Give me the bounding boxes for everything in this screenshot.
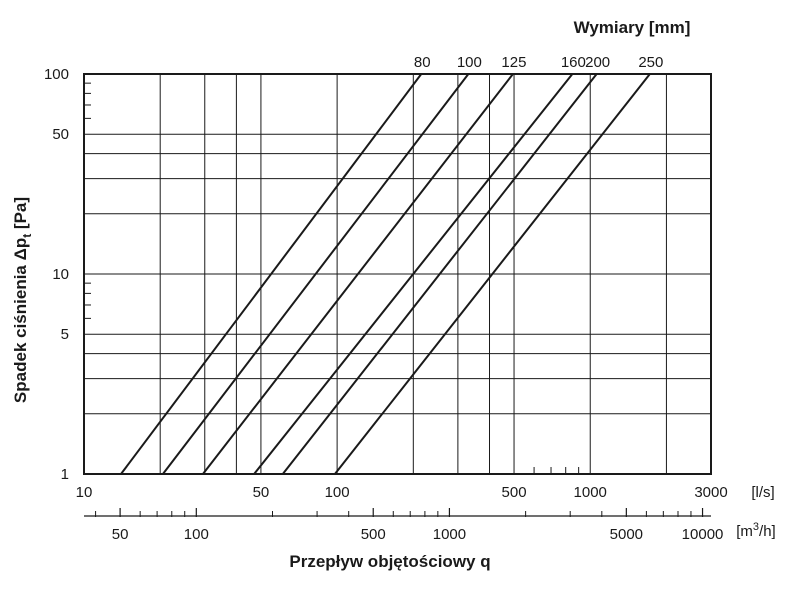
y-axis-title-unit: [Pa] — [11, 197, 30, 229]
series-label-125: 125 — [501, 54, 526, 71]
y-tick-label: 50 — [52, 126, 69, 143]
x-tick-label: 10 — [76, 484, 93, 501]
x-axis-unit: [l/s] — [751, 484, 774, 501]
x2-tick-label: 5000 — [610, 526, 643, 543]
x2-tick-label: 500 — [361, 526, 386, 543]
series-label-80: 80 — [414, 54, 431, 71]
y-axis-title-sub: t — [20, 234, 34, 238]
x2-tick-label: 50 — [112, 526, 129, 543]
series-line-100 — [162, 73, 470, 475]
x-axis-title: Przepływ objętościowy q — [289, 552, 490, 571]
series-line-80 — [120, 73, 423, 475]
y-tick-label: 1 — [61, 466, 69, 483]
y-axis-title-group: Spadek ciśnienia Δpt [Pa] — [11, 197, 34, 403]
axes — [84, 82, 711, 517]
x-tick-label: 3000 — [694, 484, 727, 501]
x-tick-label: 1000 — [574, 484, 607, 501]
tick-labels: 10 50 100 500 1000 3000 1 5 10 50 100 50 100 500 1000 5… — [44, 54, 728, 543]
y-tick-label: 10 — [52, 266, 69, 283]
x-tick-label: 500 — [502, 484, 527, 501]
series-line-250 — [334, 73, 651, 475]
y-tick-label: 100 — [44, 66, 69, 83]
series-label-160: 160 — [561, 54, 586, 71]
series-line-200 — [281, 73, 598, 475]
series-label-100: 100 — [457, 54, 482, 71]
series-lines — [120, 73, 651, 475]
y-tick-label: 5 — [61, 326, 69, 343]
x2-tick-label: 100 — [184, 526, 209, 543]
x-tick-label: 100 — [325, 484, 350, 501]
plot-frame — [83, 73, 712, 475]
chart-title: Wymiary [mm] — [574, 18, 691, 37]
x2-tick-label: 1000 — [433, 526, 466, 543]
x2-tick-label: 10000 — [682, 526, 724, 543]
grid-lines — [84, 74, 711, 474]
x-tick-label: 50 — [253, 484, 270, 501]
series-label-250: 250 — [638, 54, 663, 71]
series-line-125 — [202, 73, 514, 475]
series-line-160 — [253, 73, 574, 475]
x2-axis-unit: [m3/h] — [736, 521, 775, 540]
y-axis-title: Spadek ciśnienia Δpt [Pa] — [11, 197, 34, 403]
series-label-200: 200 — [585, 54, 610, 71]
